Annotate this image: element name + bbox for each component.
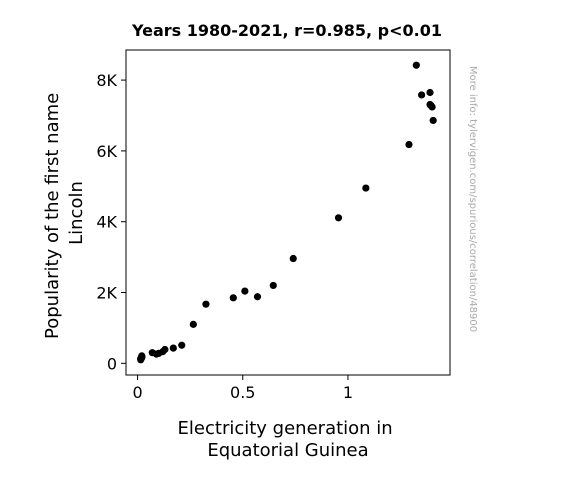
x-tick-label: 0	[132, 383, 142, 402]
data-point	[202, 300, 210, 308]
y-tick-label: 4K	[96, 213, 117, 232]
y-axis-title: Popularity of the first name Lincoln	[42, 87, 87, 339]
x-axis: 0 0.5 1	[132, 375, 353, 402]
plot-area	[125, 49, 451, 376]
data-point	[161, 345, 169, 354]
x-tick-label: 0.5	[230, 383, 255, 402]
data-point	[169, 344, 177, 352]
data-point	[289, 254, 297, 263]
y-tick-label: 6K	[96, 142, 117, 161]
y-tick-label: 8K	[96, 71, 117, 90]
chart-title: Years 1980-2021, r=0.985, p<0.01	[131, 21, 442, 40]
y-axis-title-line-2: Lincoln	[66, 181, 87, 245]
y-axis: 0 2K 4K 6K 8K	[96, 71, 126, 373]
y-tick-label: 0	[107, 354, 117, 373]
x-tick-label: 1	[343, 383, 353, 402]
data-point	[362, 184, 370, 192]
data-point	[269, 281, 277, 290]
data-point	[405, 140, 413, 149]
x-axis-title: Electricity generation in Equatorial Gui…	[178, 418, 399, 461]
data-point	[229, 294, 237, 302]
data-point	[428, 103, 436, 111]
data-point	[412, 61, 420, 69]
x-axis-title-line-1: Electricity generation in	[178, 418, 393, 439]
watermark: More info: tylervigen.com/spurious/corre…	[467, 66, 478, 332]
data-point	[334, 214, 343, 222]
data-point	[417, 91, 426, 99]
y-axis-title-line-1: Popularity of the first name	[42, 93, 63, 339]
data-point	[178, 341, 186, 349]
data-point	[138, 352, 146, 360]
data-point	[426, 88, 434, 97]
data-points	[137, 61, 437, 364]
y-tick-label: 2K	[96, 284, 117, 303]
x-axis-title-line-2: Equatorial Guinea	[207, 440, 368, 461]
data-point	[189, 320, 197, 328]
data-point	[429, 116, 437, 125]
data-point	[253, 293, 262, 301]
data-point	[241, 287, 249, 295]
